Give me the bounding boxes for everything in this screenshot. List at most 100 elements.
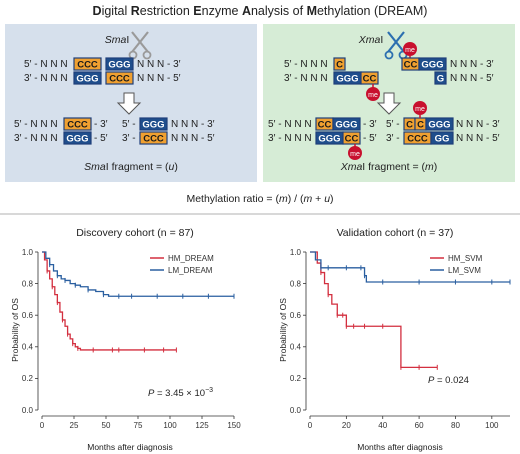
xmai-frag-c-2-text: C: [417, 120, 424, 131]
xmai-frag-right-top-start: 5′ -: [386, 119, 400, 130]
y-tick-label: 0.6: [290, 311, 302, 320]
x-tick-label: 125: [195, 421, 209, 430]
smai-ggg-text-2: GGG: [76, 74, 98, 85]
legend-label: HM_SVM: [448, 254, 483, 263]
xmai-c-text: C: [336, 60, 343, 71]
x-tick-label: 75: [134, 421, 143, 430]
y-tick-label: 0.0: [290, 406, 302, 415]
survival-curve-HM_DREAM: [42, 251, 177, 351]
xmai-g-text: G: [437, 74, 444, 85]
smai-frag-right-bot-start: 3′ -: [122, 133, 136, 144]
y-tick-label: 0.2: [22, 374, 34, 383]
xmai-frag-left-top: 5′ - N N N: [268, 119, 312, 130]
xmai-ggg-box: [418, 57, 447, 71]
xmai-frag-gg: [430, 131, 454, 145]
y-axis-label: Probability of OS: [278, 298, 288, 362]
y-tick-label: 0.4: [22, 343, 34, 352]
svg-text:me: me: [405, 47, 415, 54]
p-value: P = 3.45 × 10−3: [148, 387, 213, 399]
xmai-ggg-text: GGG: [421, 60, 443, 71]
chart-legend: HM_SVM LM_SVM: [430, 254, 483, 275]
smai-frag-right-top-end: N N N - 3′: [171, 119, 215, 130]
smai-ccc-text: CCC: [77, 60, 98, 71]
x-axis-label: Months after diagnosis: [357, 442, 443, 452]
methylation-ratio-formula: Methylation ratio = (m) / (m + u): [186, 193, 333, 205]
y-tick-label: 0.8: [22, 279, 34, 288]
y-tick-label: 0.4: [290, 343, 302, 352]
smai-seq-top-right: N N N - 3′: [137, 59, 181, 70]
x-axis-label: Months after diagnosis: [87, 442, 173, 452]
xmai-seq-top-right: N N N - 3′: [450, 59, 494, 70]
x-tick-label: 80: [451, 421, 460, 430]
svg-text:me: me: [350, 151, 360, 158]
smai-frag-left-top: 5′ - N N N: [14, 119, 58, 130]
xmai-frag-ggg-3-text: GGG: [428, 120, 450, 131]
xmai-frag-c-text: C: [406, 120, 413, 131]
scissors-icon: [384, 31, 408, 60]
y-tick-label: 1.0: [22, 248, 34, 257]
down-arrow-icon: [116, 92, 142, 115]
xmai-frag-cc-text: CC: [318, 120, 332, 131]
y-tick-label: 0.2: [290, 374, 302, 383]
smai-seq-bot-left: 3′ - N N N: [24, 73, 68, 84]
smai-fragment-label: SmaI fragment = (u): [84, 161, 178, 173]
x-tick-label: 20: [342, 421, 351, 430]
xmai-frag-left-bot: 3′ - N N N: [268, 133, 312, 144]
figure-title: Digital Restriction Enzyme Analysis of M…: [93, 4, 428, 18]
methyl-marker-icon: me: [413, 101, 427, 118]
p-value: P = 0.024: [428, 375, 469, 386]
xmai-fragment-label: XmaI fragment = (m): [340, 161, 438, 173]
smai-frag-ggg-2: [139, 117, 168, 131]
xmai-frag-ccc-text: CCC: [407, 134, 428, 145]
smai-ggg-text: GGG: [108, 60, 130, 71]
xmai-frag-ggg-3: [425, 117, 454, 131]
xmai-cc-text: CC: [404, 60, 418, 71]
xmai-cc-box-2: [360, 71, 379, 85]
xmai-enzyme-label: XmaI: [358, 34, 384, 46]
methyl-marker-icon: me: [348, 144, 362, 160]
chart-title: Discovery cohort (n = 87): [76, 227, 194, 239]
y-tick-label: 0.0: [22, 406, 34, 415]
smai-frag-ccc: [63, 117, 92, 131]
chart-axes: 0.0 0.2 0.4 0.6 0.8 1.0 0 20 40 60 80 100: [290, 248, 510, 430]
xmai-cc-text-2: CC: [363, 74, 377, 85]
smai-ccc-text-2: CCC: [109, 74, 130, 85]
xmai-frag-ggg-text: GGG: [335, 120, 357, 131]
legend-label: LM_SVM: [448, 266, 481, 275]
smai-ggg-box: [105, 57, 134, 71]
xmai-ggg-text-2: GGG: [336, 74, 358, 85]
chart-series: [310, 251, 511, 370]
chart-title: Validation cohort (n = 37): [337, 227, 454, 239]
x-tick-label: 100: [485, 421, 499, 430]
svg-text:me: me: [368, 92, 378, 99]
xmai-frag-right-top-end: N N N - 3′: [456, 119, 500, 130]
survival-curve-HM_SVM: [310, 251, 438, 368]
xmai-seq-bot-left: 3′ - N N N: [284, 73, 328, 84]
x-tick-label: 40: [378, 421, 387, 430]
smai-frag-left-top-end: - 3′: [94, 119, 108, 130]
x-tick-label: 100: [163, 421, 177, 430]
xmai-frag-cc-2: [342, 131, 361, 145]
chart-legend: HM_DREAM LM_DREAM: [150, 254, 214, 275]
chart-axes: 0.0 0.2 0.4 0.6 0.8 1.0 0 25 50 75 100 125 150: [22, 248, 241, 430]
xmai-frag-gg-text: GG: [435, 134, 450, 145]
xmai-seq-top-left: 5′ - N N N: [284, 59, 328, 70]
xmai-frag-right-bot-start: 3′ -: [386, 133, 400, 144]
legend-label: HM_DREAM: [168, 254, 214, 263]
smai-ggg-box-2: [73, 71, 102, 85]
smai-frag-right-top-start: 5′ -: [122, 119, 136, 130]
smai-panel: SmaI 5′ - N N N CCC GGG N N N - 3′ 3′ - …: [5, 24, 257, 182]
xmai-frag-ggg: [332, 117, 361, 131]
x-tick-label: 0: [308, 421, 313, 430]
smai-seq-top-left: 5′ - N N N: [24, 59, 68, 70]
smai-seq-bot-right: N N N - 5′: [137, 73, 181, 84]
y-tick-label: 0.6: [22, 311, 34, 320]
xmai-frag-cc-2-text: CC: [345, 134, 359, 145]
smai-frag-left-bot: 3′ - N N N: [14, 133, 58, 144]
xmai-frag-right-bot-end: N N N - 5′: [456, 133, 500, 144]
discovery-cohort-chart: Discovery cohort (n = 87) 0.0 0.2 0.4 0.6 0.…: [10, 227, 241, 452]
chart-series: [42, 251, 235, 353]
smai-frag-left-bot-end: - 5′: [94, 133, 108, 144]
smai-frag-ccc-text: CCC: [67, 120, 88, 131]
